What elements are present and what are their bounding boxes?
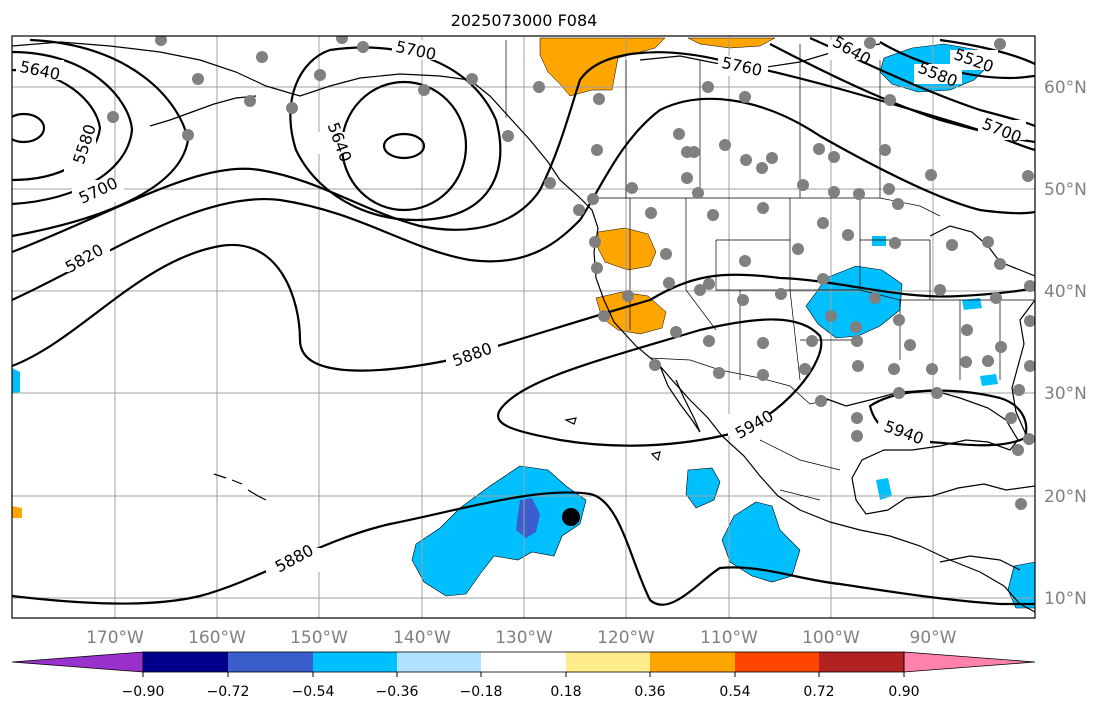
contour-5520	[939, 38, 1035, 65]
border-us-canada	[596, 197, 941, 217]
lat-axis-labels: 60°N 50°N 40°N 30°N 20°N 10°N	[1044, 78, 1087, 609]
shade-blue-small-4	[876, 478, 892, 500]
lon-label: 90°W	[910, 628, 957, 648]
lon-axis-labels: 170°W 160°W 150°W 140°W 130°W 120°W 110°…	[86, 628, 957, 648]
shade-blue-left-edge	[12, 368, 20, 394]
lon-label: 120°W	[597, 628, 655, 648]
lon-label: 150°W	[290, 628, 348, 648]
coast-aleutians	[149, 95, 257, 127]
lon-label: 130°W	[495, 628, 553, 648]
shade-orange-canada	[539, 37, 666, 97]
coast-cuba	[939, 555, 1021, 571]
lat-label: 30°N	[1044, 384, 1087, 404]
lat-label: 20°N	[1044, 487, 1087, 507]
coast-baja	[659, 365, 701, 433]
lat-label: 60°N	[1044, 78, 1087, 98]
lon-label: 110°W	[700, 628, 758, 648]
colorbar-extend-high	[903, 651, 1036, 673]
colorbar-swatch	[313, 652, 397, 672]
station-dots	[107, 36, 1035, 510]
lat-label: 10°N	[1044, 589, 1087, 609]
colorbar-tick-label: 0.72	[803, 684, 834, 700]
shade-purple-pacific	[516, 498, 540, 538]
shade-orange-canada-2	[687, 37, 776, 49]
contour-low-5700	[289, 46, 502, 222]
lon-label: 140°W	[393, 628, 451, 648]
coast-hawaii	[213, 473, 267, 501]
contour-low-center	[382, 132, 426, 160]
colorbar-swatch	[143, 652, 228, 672]
shade-blue-small-2	[962, 298, 982, 310]
contour-left-center	[12, 112, 46, 144]
colorbar-tick-label: 0.36	[634, 684, 665, 700]
storm-marker	[562, 508, 580, 526]
colorbar-tick-label: 0.18	[550, 684, 581, 700]
shade-orange-edge	[12, 506, 22, 518]
colorbar-tick-label: −0.90	[122, 684, 165, 700]
lon-label: 170°W	[86, 628, 144, 648]
lat-label: 40°N	[1044, 282, 1087, 302]
contour-5580-ne	[879, 41, 1035, 80]
colorbar-tick-label: −0.54	[292, 684, 335, 700]
lon-label: 160°W	[188, 628, 246, 648]
lat-label: 50°N	[1044, 180, 1087, 200]
colorbar-swatch	[228, 652, 313, 672]
contour-5940	[497, 318, 823, 447]
lon-label: 100°W	[802, 628, 860, 648]
colorbar-extend-low	[11, 651, 144, 673]
contour-left-5640	[12, 50, 134, 206]
coast-island-2	[650, 451, 661, 462]
shade-blue-small-1	[872, 236, 886, 246]
colorbar-swatch	[481, 652, 566, 672]
colorbar-swatch	[566, 652, 650, 672]
colorbar: −0.90 −0.72 −0.54 −0.36 −0.18 0.18 0.36 …	[11, 651, 1036, 700]
coast-island-1	[564, 417, 577, 425]
shade-blue-small-3	[980, 374, 998, 386]
shade-blue-caribbean	[1007, 561, 1035, 609]
border-states-2	[900, 239, 1035, 380]
shade-blue-pacific	[411, 465, 587, 597]
shade-orange-oregon	[597, 227, 657, 271]
contour-5880-south	[12, 491, 1035, 606]
contour-5760	[12, 51, 1035, 254]
shade-blue-mexico-1	[685, 467, 721, 509]
colorbar-tick-label: −0.36	[376, 684, 419, 700]
colorbar-tick-label: −0.18	[460, 684, 503, 700]
coast-east	[1011, 299, 1035, 445]
border-mexico-states	[759, 439, 841, 501]
colorbar-tick-label: −0.72	[207, 684, 250, 700]
colorbar-tick-label: 0.54	[719, 684, 750, 700]
colorbar-swatch	[397, 652, 481, 672]
colorbar-tick-label: 0.90	[888, 684, 919, 700]
colorbar-swatch	[650, 652, 735, 672]
map-frame	[11, 35, 1036, 619]
colorbar-swatch	[735, 652, 819, 672]
colorbar-swatch	[819, 652, 904, 672]
border-canada-prov	[625, 44, 881, 198]
coast-alaska	[12, 41, 471, 97]
map-title: 2025073000 F084	[451, 11, 598, 30]
contour-5820	[12, 97, 1035, 302]
